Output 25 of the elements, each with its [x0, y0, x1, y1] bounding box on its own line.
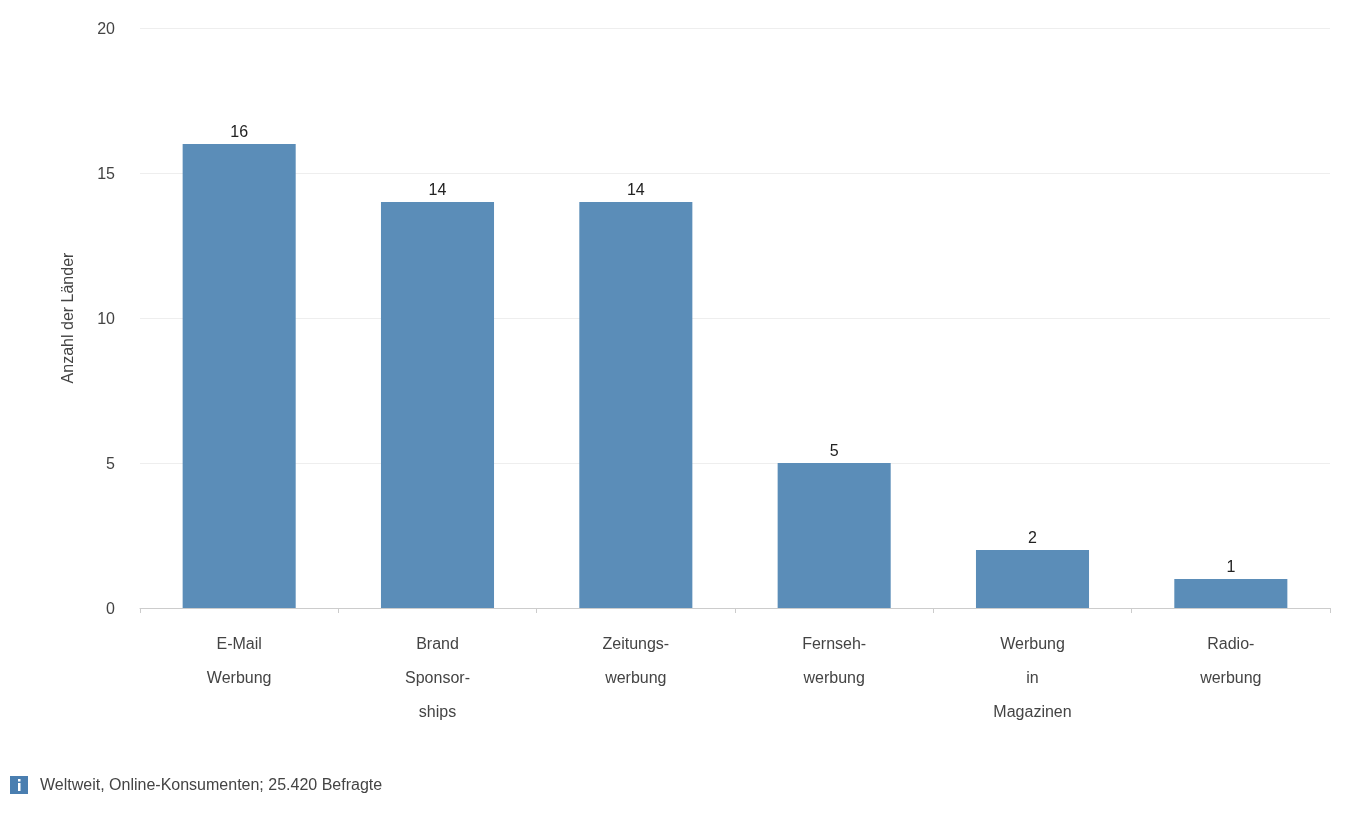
y-axis-title: Anzahl der Länder	[58, 251, 76, 384]
y-tick-label: 10	[97, 309, 116, 327]
data-label: 2	[1028, 528, 1038, 546]
x-tick-label: Fernseh- werbung	[802, 634, 867, 686]
text: Weltweit, Online-Konsumenten; 25.420 Befragte	[40, 776, 383, 794]
data-label: 14	[428, 180, 447, 198]
bar	[182, 144, 296, 608]
data-label: 16	[230, 122, 249, 140]
bar	[579, 202, 693, 608]
bar	[1174, 579, 1288, 608]
y-tick-label: 5	[106, 454, 116, 472]
y-tick-label: 0	[106, 599, 116, 617]
bar	[975, 550, 1090, 608]
bar	[777, 463, 891, 608]
y-tick-label: 15	[97, 164, 116, 182]
data-label: 5	[829, 441, 839, 459]
data-label: 1	[1226, 557, 1236, 575]
x-tick-label: Radio- werbung	[1199, 634, 1262, 686]
x-tick-label: E-Mail Werbung	[206, 634, 272, 686]
y-tick-label: 20	[97, 19, 116, 37]
bar	[380, 202, 495, 608]
x-tick-label: Zeitungs- werbung	[602, 634, 670, 686]
data-label: 14	[626, 180, 645, 198]
x-tick-label: Werbung in Magazinen	[993, 634, 1072, 720]
x-tick-label: Brand Sponsor- ships	[405, 634, 470, 720]
